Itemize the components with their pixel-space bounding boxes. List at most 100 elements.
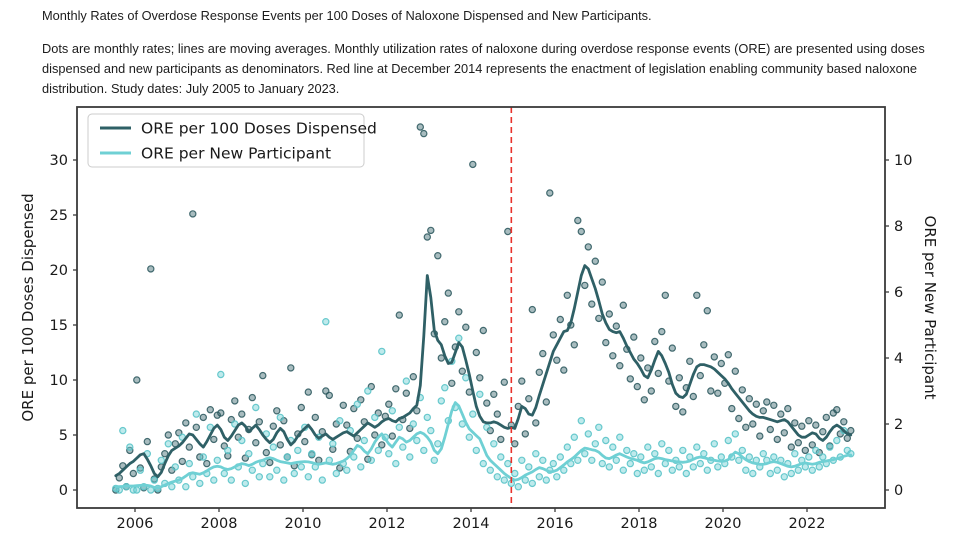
- monthly-rate-dot: [630, 450, 638, 458]
- monthly-rate-dot: [717, 453, 726, 461]
- monthly-rate-dot: [255, 473, 263, 481]
- monthly-rate-dot: [423, 413, 431, 422]
- monthly-rate-dot: [402, 389, 410, 397]
- monthly-rate-dot: [668, 466, 677, 474]
- x-tick-label: 2014: [453, 516, 490, 532]
- monthly-rate-dot: [353, 400, 361, 408]
- monthly-rate-dot: [784, 404, 792, 413]
- monthly-rate-dot: [735, 456, 743, 464]
- monthly-rate-dot: [213, 456, 221, 464]
- monthly-rate-dot: [819, 453, 827, 461]
- y-right-tick-label: 0: [894, 483, 903, 499]
- monthly-rate-dot: [577, 227, 586, 236]
- monthly-rate-dot: [420, 129, 428, 138]
- monthly-rate-dot: [343, 421, 351, 429]
- monthly-rate-dot: [217, 409, 225, 417]
- monthly-rate-dot: [444, 289, 452, 297]
- monthly-rate-dot: [563, 291, 572, 299]
- monthly-rate-dot: [532, 419, 540, 427]
- monthly-rate-dot: [497, 453, 505, 461]
- monthly-rate-dot: [679, 446, 687, 455]
- monthly-rate-dot: [532, 450, 540, 458]
- moving-average-line-participants: [114, 401, 853, 490]
- monthly-rate-dot: [276, 441, 284, 449]
- monthly-rate-dot: [336, 417, 344, 425]
- monthly-rate-dot: [847, 426, 855, 435]
- monthly-rate-dot: [640, 396, 649, 404]
- monthly-rate-dot: [591, 440, 600, 448]
- monthly-rate-dot: [619, 301, 628, 309]
- monthly-rate-dot: [710, 353, 719, 361]
- monthly-rate-dot: [462, 374, 470, 382]
- monthly-rate-dot: [539, 456, 547, 464]
- monthly-rate-dot: [504, 227, 512, 236]
- figure-title: Monthly Rates of Overdose Response Event…: [42, 8, 652, 23]
- monthly-rate-dot: [409, 373, 417, 381]
- monthly-rate-dot: [654, 369, 663, 378]
- monthly-rate-dot: [616, 362, 624, 370]
- monthly-rate-dot: [147, 265, 155, 273]
- plot-frame: [76, 106, 886, 509]
- monthly-rate-dot: [693, 443, 701, 451]
- x-tick-label: 2010: [285, 516, 322, 532]
- monthly-rate-dot: [423, 233, 431, 241]
- monthly-rate-dot: [728, 404, 736, 413]
- monthly-rate-dot: [651, 337, 659, 346]
- monthly-rate-dot: [500, 476, 508, 484]
- monthly-rate-dot: [224, 452, 232, 460]
- x-tick-label: 2020: [705, 516, 742, 532]
- monthly-rate-dot: [378, 347, 386, 356]
- monthly-rate-dot: [539, 349, 547, 358]
- monthly-rate-dot: [413, 436, 421, 445]
- monthly-rate-dot: [577, 417, 586, 425]
- monthly-rate-dot: [703, 307, 712, 315]
- monthly-rate-dot: [304, 388, 312, 396]
- monthly-rate-dot: [588, 456, 596, 464]
- monthly-rate-dot: [437, 397, 445, 405]
- monthly-rate-dot: [224, 446, 232, 455]
- monthly-rate-dot: [609, 443, 617, 451]
- monthly-rate-dot: [724, 436, 733, 445]
- monthly-rate-dot: [157, 456, 165, 464]
- monthly-rate-dot: [493, 473, 501, 481]
- monthly-rate-dot: [665, 446, 673, 455]
- monthly-rate-dot: [609, 352, 617, 360]
- monthly-rate-dot: [724, 351, 733, 359]
- monthly-rate-dot: [497, 435, 505, 444]
- monthly-rate-dot: [269, 422, 277, 430]
- monthly-rate-dot: [227, 476, 235, 484]
- monthly-rate-dot: [630, 333, 638, 341]
- monthly-rate-dot: [521, 430, 530, 438]
- monthly-rate-dot: [794, 439, 803, 447]
- monthly-rate-dot: [686, 357, 694, 365]
- monthly-rate-dot: [304, 473, 312, 481]
- monthly-rate-dot: [388, 432, 396, 440]
- monthly-rate-dot: [259, 371, 267, 380]
- y-right-tick-label: 4: [894, 351, 903, 367]
- monthly-rate-dot: [693, 291, 701, 299]
- monthly-rate-dot: [283, 453, 291, 461]
- monthly-rate-dot: [528, 305, 537, 314]
- y-left-tick-label: 30: [50, 153, 68, 169]
- monthly-rate-dot: [472, 446, 480, 455]
- monthly-rate-dot: [738, 446, 747, 455]
- monthly-rate-dot: [413, 407, 421, 415]
- monthly-rate-dot: [602, 338, 610, 347]
- monthly-rate-dot: [647, 387, 656, 395]
- monthly-rate-dot: [220, 469, 228, 478]
- monthly-rate-dot: [752, 400, 761, 408]
- monthly-rate-dot: [164, 440, 172, 448]
- monthly-rate-dot: [150, 476, 158, 484]
- monthly-rate-dot: [605, 310, 614, 318]
- monthly-rate-dot: [833, 436, 841, 445]
- y-right-tick-label: 6: [894, 285, 903, 301]
- monthly-rate-dot: [525, 463, 533, 471]
- monthly-rate-dot: [185, 443, 193, 451]
- x-tick-label: 2022: [789, 516, 826, 532]
- monthly-rate-dot: [402, 377, 410, 385]
- monthly-rate-dot: [343, 466, 351, 474]
- monthly-rate-dot: [353, 434, 361, 442]
- monthly-rate-dot: [168, 483, 176, 491]
- monthly-rate-dot: [360, 436, 368, 445]
